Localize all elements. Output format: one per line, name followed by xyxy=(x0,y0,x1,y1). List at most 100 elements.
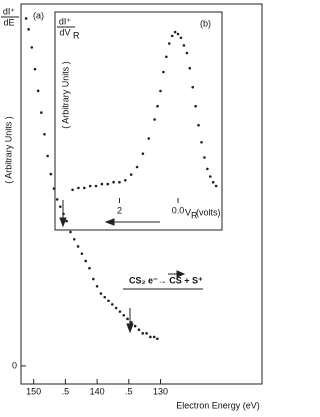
data-point xyxy=(55,198,59,201)
data-point xyxy=(33,67,37,71)
data-point xyxy=(165,55,168,59)
main-frame xyxy=(20,3,263,385)
data-point xyxy=(170,34,174,38)
data-point xyxy=(159,89,162,93)
data-point xyxy=(72,237,76,241)
y-label-num: dI⁺ xyxy=(3,6,16,16)
data-point xyxy=(114,306,118,310)
panel-label: (b) xyxy=(200,18,211,28)
x-tick-label: 0.0 xyxy=(172,205,185,215)
data-point xyxy=(107,299,110,303)
data-point xyxy=(111,303,114,306)
y-label-unit: ( Arbitrary Units ) xyxy=(60,61,70,129)
data-point xyxy=(99,292,103,295)
data-point xyxy=(156,337,159,341)
data-point xyxy=(133,324,137,328)
data-point xyxy=(30,46,34,49)
data-point xyxy=(149,335,152,339)
data-point xyxy=(80,252,84,256)
data-point xyxy=(43,132,46,136)
x-tick-label: 150 xyxy=(26,386,41,396)
data-point xyxy=(100,182,104,186)
x-label-main: V xyxy=(185,207,191,217)
data-point xyxy=(95,284,99,288)
data-point xyxy=(145,332,148,335)
x-label-sub: R xyxy=(191,210,198,220)
data-point xyxy=(118,180,121,184)
data-point xyxy=(194,104,197,108)
data-point xyxy=(69,230,72,234)
data-point xyxy=(39,111,43,114)
data-point xyxy=(88,266,91,270)
x-tick-label: 130 xyxy=(153,386,168,396)
data-point xyxy=(179,36,183,40)
y-label-den-sub: R xyxy=(73,30,80,40)
data-point xyxy=(103,295,107,299)
data-point xyxy=(77,186,80,190)
data-point xyxy=(65,219,68,223)
data-point xyxy=(152,335,156,339)
x-tick-label: 140 xyxy=(90,386,105,396)
data-point xyxy=(167,42,171,45)
data-point xyxy=(84,259,87,263)
data-point xyxy=(94,184,98,188)
data-point xyxy=(200,141,203,144)
data-point xyxy=(92,277,95,281)
data-point xyxy=(71,188,74,192)
y-label-den: dV xyxy=(59,27,70,37)
data-point xyxy=(62,212,65,216)
data-point xyxy=(211,180,215,184)
data-point xyxy=(156,104,159,108)
data-point xyxy=(82,186,86,190)
data-point xyxy=(182,44,186,47)
data-point xyxy=(27,28,30,31)
data-point xyxy=(112,180,115,184)
data-point xyxy=(122,313,126,317)
data-point xyxy=(59,205,62,208)
data-point xyxy=(124,179,127,182)
data-point xyxy=(173,30,177,34)
data-point xyxy=(141,152,145,155)
data-point xyxy=(52,187,56,190)
data-point xyxy=(24,17,28,20)
y-label-num: dI⁺ xyxy=(59,16,72,26)
data-point xyxy=(197,123,200,127)
data-point xyxy=(141,332,145,335)
data-point xyxy=(49,172,53,176)
y-tick-label: 0 xyxy=(12,360,17,370)
data-point xyxy=(129,173,133,176)
data-point xyxy=(130,321,133,324)
x-label: Electron Energy (eV) xyxy=(176,400,260,410)
data-point xyxy=(153,118,156,121)
reaction: CS₂ e⁻→ CS + S⁺ xyxy=(129,275,203,285)
data-point xyxy=(188,66,192,70)
data-point xyxy=(214,184,218,188)
data-point xyxy=(135,165,139,169)
data-point xyxy=(176,32,180,36)
data-point xyxy=(36,89,40,93)
data-point xyxy=(162,70,165,74)
data-point xyxy=(88,184,92,188)
data-point xyxy=(126,317,129,321)
data-point xyxy=(46,154,49,158)
data-point xyxy=(208,175,212,178)
inset-frame xyxy=(54,11,223,231)
x-tick-label: 2 xyxy=(117,205,122,215)
data-point xyxy=(137,328,141,332)
data-point xyxy=(76,245,80,248)
data-point xyxy=(147,137,151,140)
data-point xyxy=(203,156,206,159)
data-point xyxy=(206,167,209,171)
data-point xyxy=(191,85,195,89)
data-point xyxy=(185,51,189,55)
y-label-unit: ( Arbitrary Units ) xyxy=(3,116,13,184)
x-tick-label: .5 xyxy=(62,386,70,396)
y-label-den: dE xyxy=(3,17,14,27)
panel-label: (a) xyxy=(33,10,44,20)
arrows xyxy=(59,200,203,334)
data-point xyxy=(118,310,122,313)
x-label-unit: (volts) xyxy=(196,207,221,217)
data-point xyxy=(106,182,110,186)
x-tick-label: .5 xyxy=(125,386,133,396)
